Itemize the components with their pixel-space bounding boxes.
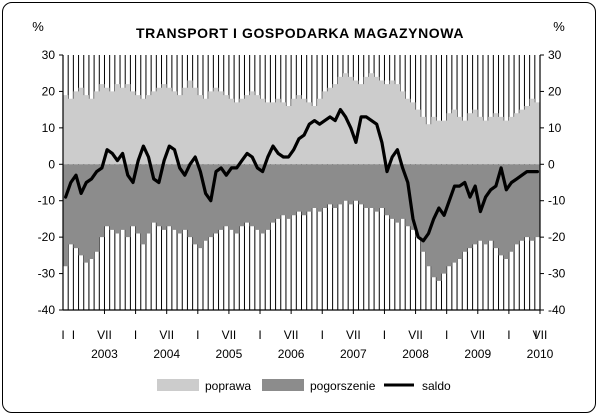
legend-label: poprawa [205,379,251,393]
y-tick-label-left: -20 [38,230,56,244]
x-tick-label: VII [346,328,361,342]
x-tick-label: VII [284,328,299,342]
x-tick-label: I [534,328,537,342]
x-tick-label: VII [222,328,237,342]
y-tick-label-right: -40 [548,303,566,317]
y-axis-unit-left: % [32,19,44,34]
x-year-label: 2007 [340,347,367,361]
legend-label: pogorszenie [310,379,376,393]
y-tick-label-right: 0 [548,157,555,171]
series-pogorszenie-area [63,164,540,281]
y-tick-label-right: -20 [548,230,566,244]
legend-item-poprawa: poprawa [157,379,251,393]
x-year-label: 2008 [402,347,429,361]
x-year-label: 2005 [216,347,243,361]
x-year-label: 2003 [91,347,118,361]
y-tick-label-left: 0 [48,157,55,171]
plot-area [62,55,541,310]
series-saldo-line [63,107,540,243]
x-tick-label: VII [408,328,423,342]
x-tick-label: I [134,328,137,342]
x-tick-label: I [445,328,448,342]
y-tick-label-left: -30 [38,267,56,281]
y-tick-label-left: -10 [38,194,56,208]
y-tick-label-right: 30 [548,48,562,62]
x-tick-label: I [61,328,64,342]
x-year-label: 2010 [527,347,554,361]
y-tick-label-right: 10 [548,121,562,135]
x-tick-label: I [258,328,261,342]
y-tick-label-left: 30 [42,48,56,62]
x-tick-label: VII [533,328,548,342]
x-tick-label: I [321,328,324,342]
y-tick-label-left: -40 [38,303,56,317]
y-tick-label-right: -10 [548,194,566,208]
chart-title: TRANSPORT I GOSPODARKA MAGAZYNOWA [136,25,464,41]
series-poprawa-area [63,73,540,165]
x-tick-label: I [196,328,199,342]
x-tick-label: VII [97,328,112,342]
y-tick-label-left: 10 [42,121,56,135]
x-tick-label: I [383,328,386,342]
legend-swatch [262,379,304,391]
legend: poprawa pogorszenie saldo [157,379,451,393]
legend-item-pogorszenie: pogorszenie [262,379,376,393]
x-tick-label: I [72,328,75,342]
x-tick-label: VII [470,328,485,342]
legend-swatch [157,379,199,391]
x-tick-label: I [507,328,510,342]
legend-label: saldo [422,379,451,393]
y-tick-label-left: 20 [42,84,56,98]
x-year-label: 2009 [464,347,491,361]
x-year-label: 2004 [153,347,180,361]
x-tick-label: VII [159,328,174,342]
y-axis-unit-right: % [553,19,565,34]
x-year-label: 2006 [278,347,305,361]
y-tick-label-right: -30 [548,267,566,281]
y-tick-label-right: 20 [548,84,562,98]
legend-item-saldo: saldo [384,379,451,393]
